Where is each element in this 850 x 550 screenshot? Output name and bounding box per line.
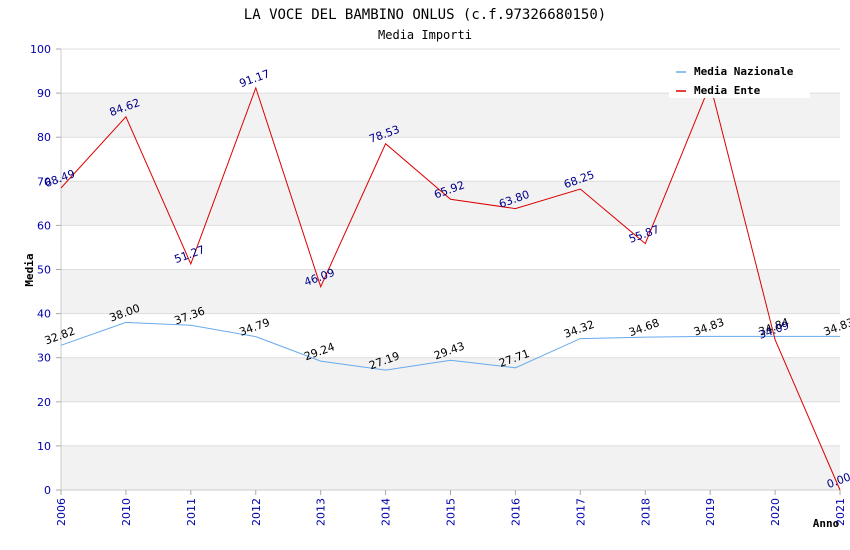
plot-band [61,445,840,490]
y-tick-label: 100 [30,43,51,56]
plot-band [61,269,840,314]
x-tick-label: 2013 [315,498,328,526]
x-axis-ticks: 2006 2010 2011 2012 2013 2014 2015 2016 2017 2018… [55,490,847,526]
chart-title: LA VOCE DEL BAMBINO ONLUS (c.f.973266801… [244,7,606,23]
x-tick-label: 2019 [704,498,717,526]
legend-box [669,60,810,98]
y-tick-label: 80 [37,131,51,144]
y-tick-label: 70 [37,175,51,188]
y-tick-label: 50 [37,264,51,277]
chart-subtitle: Media Importi [378,28,472,42]
x-tick-label: 2011 [185,498,198,526]
x-tick-label: 2018 [639,498,652,526]
plot-band [61,313,840,358]
x-tick-label: 2016 [509,498,522,526]
legend: Media Nazionale Media Ente [669,60,810,98]
legend-label-media-ente: Media Ente [694,84,761,97]
x-tick-label: 2020 [769,498,782,526]
series-line-media-nazionale [60,321,840,371]
x-tick-label: 2012 [250,498,263,526]
plot-band [61,357,840,402]
plot-band [61,401,840,446]
plot-band [61,137,840,182]
plot-band [61,225,840,270]
x-tick-label: 2010 [120,498,133,526]
x-tick-label: 2006 [55,498,68,526]
x-tick-label: 2017 [574,498,587,526]
y-axis-ticks: 0 10 20 30 40 50 60 70 80 90 100 [30,43,61,497]
x-tick-label: 2014 [380,498,393,526]
x-axis-label: Anno [813,517,840,530]
y-tick-label: 0 [44,484,51,497]
y-tick-label: 20 [37,396,51,409]
y-tick-label: 30 [37,352,51,365]
x-tick-label: 2021 [834,498,847,526]
plot-bands [61,49,840,490]
y-tick-label: 60 [37,219,51,232]
y-tick-label: 40 [37,308,51,321]
y-tick-label: 90 [37,87,51,100]
plot-band [61,93,840,138]
y-tick-label: 10 [37,440,51,453]
legend-label-media-nazionale: Media Nazionale [694,65,794,78]
x-tick-label: 2015 [445,498,458,526]
y-axis-label: Media [23,253,36,286]
plot-band [61,181,840,226]
